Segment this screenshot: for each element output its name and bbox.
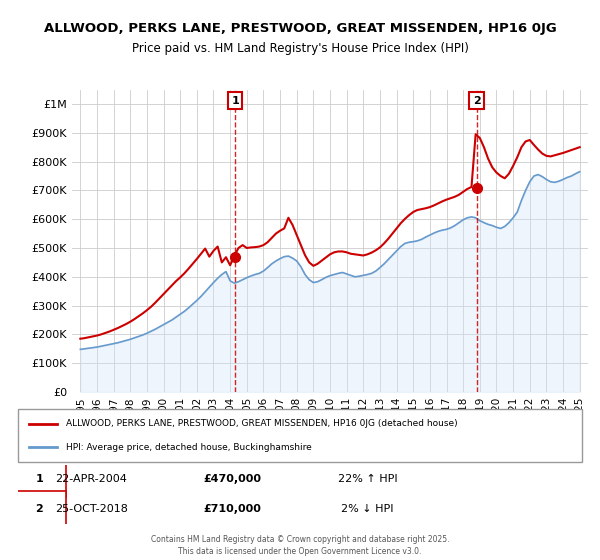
Text: ALLWOOD, PERKS LANE, PRESTWOOD, GREAT MISSENDEN, HP16 0JG (detached house): ALLWOOD, PERKS LANE, PRESTWOOD, GREAT MI… <box>66 419 458 428</box>
Text: 22-APR-2004: 22-APR-2004 <box>55 474 127 484</box>
Text: 1: 1 <box>35 474 43 484</box>
FancyBboxPatch shape <box>13 462 66 497</box>
Text: Contains HM Land Registry data © Crown copyright and database right 2025.
This d: Contains HM Land Registry data © Crown c… <box>151 535 449 556</box>
Text: 25-OCT-2018: 25-OCT-2018 <box>55 504 128 514</box>
Text: 22% ↑ HPI: 22% ↑ HPI <box>338 474 397 484</box>
Text: 2: 2 <box>35 504 43 514</box>
Text: 2: 2 <box>473 96 481 106</box>
Text: £710,000: £710,000 <box>203 504 261 514</box>
FancyBboxPatch shape <box>13 491 66 526</box>
FancyBboxPatch shape <box>18 409 582 462</box>
Text: £470,000: £470,000 <box>203 474 262 484</box>
Text: HPI: Average price, detached house, Buckinghamshire: HPI: Average price, detached house, Buck… <box>66 442 311 451</box>
Text: Price paid vs. HM Land Registry's House Price Index (HPI): Price paid vs. HM Land Registry's House … <box>131 42 469 55</box>
Text: 2% ↓ HPI: 2% ↓ HPI <box>341 504 394 514</box>
Text: 1: 1 <box>232 96 239 106</box>
Text: ALLWOOD, PERKS LANE, PRESTWOOD, GREAT MISSENDEN, HP16 0JG: ALLWOOD, PERKS LANE, PRESTWOOD, GREAT MI… <box>44 22 556 35</box>
